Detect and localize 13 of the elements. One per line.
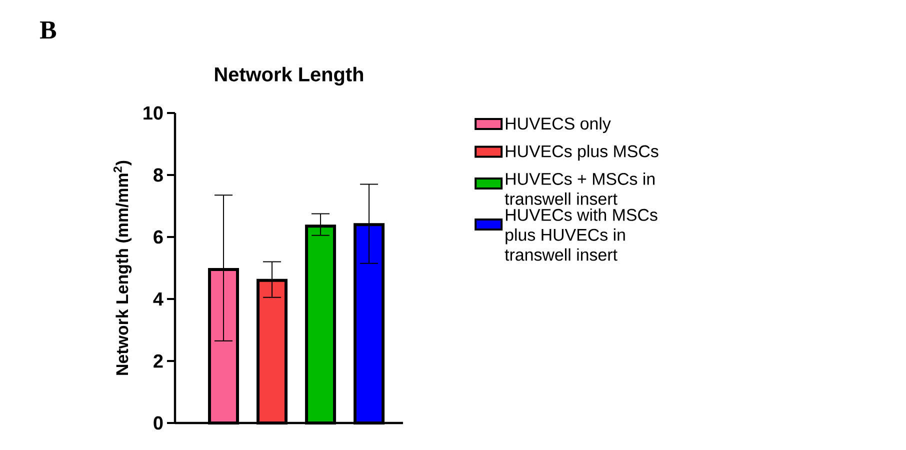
y-tick-label: 8	[154, 168, 163, 182]
y-axis-title: Network Length (mm/mm$^{2}$)	[113, 160, 132, 375]
y-tick-label: 2	[154, 354, 163, 368]
y-tick-label: 0	[154, 416, 163, 430]
y-tick-label: 10	[144, 106, 163, 120]
chart-title: Network Length	[215, 66, 364, 86]
y-tick-label: 4	[153, 292, 164, 306]
legend-label: HUVECs + MSCs in transwell insert	[504, 172, 654, 205]
text: B	[40, 22, 56, 39]
legend-label: HUVECS only	[506, 117, 611, 133]
y-tick-label: 6	[154, 230, 163, 244]
legend-label: HUVECs plus MSCs	[506, 144, 658, 161]
legend-label: HUVECs with MSCs plus HUVECs in transwell insert	[504, 208, 658, 261]
